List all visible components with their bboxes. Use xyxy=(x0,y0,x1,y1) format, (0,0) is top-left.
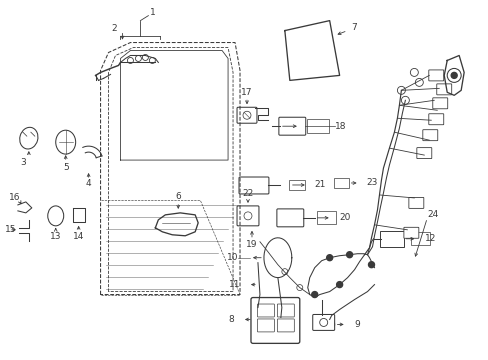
FancyBboxPatch shape xyxy=(428,114,443,125)
FancyBboxPatch shape xyxy=(410,232,429,245)
Text: 17: 17 xyxy=(241,88,252,97)
Text: 10: 10 xyxy=(226,253,238,262)
Text: 13: 13 xyxy=(50,232,61,241)
FancyBboxPatch shape xyxy=(250,298,299,343)
Text: 7: 7 xyxy=(351,23,357,32)
Text: 15: 15 xyxy=(5,225,17,234)
FancyBboxPatch shape xyxy=(277,304,294,317)
Text: 20: 20 xyxy=(339,213,350,222)
FancyBboxPatch shape xyxy=(278,117,305,135)
FancyBboxPatch shape xyxy=(422,130,437,141)
Circle shape xyxy=(326,255,332,261)
Circle shape xyxy=(311,292,317,298)
FancyBboxPatch shape xyxy=(428,70,443,81)
Circle shape xyxy=(336,282,342,288)
Circle shape xyxy=(368,262,374,268)
Text: 12: 12 xyxy=(425,234,436,243)
Text: 6: 6 xyxy=(175,193,181,202)
Text: 3: 3 xyxy=(20,158,26,167)
FancyBboxPatch shape xyxy=(436,84,451,95)
Text: 23: 23 xyxy=(366,179,377,188)
FancyBboxPatch shape xyxy=(333,177,348,189)
FancyBboxPatch shape xyxy=(257,304,274,317)
FancyBboxPatch shape xyxy=(432,98,447,109)
FancyBboxPatch shape xyxy=(277,319,294,332)
FancyBboxPatch shape xyxy=(306,119,328,133)
Circle shape xyxy=(450,72,456,78)
Text: 8: 8 xyxy=(228,315,234,324)
FancyBboxPatch shape xyxy=(408,197,423,208)
FancyBboxPatch shape xyxy=(312,315,334,330)
FancyBboxPatch shape xyxy=(403,227,418,238)
Text: 11: 11 xyxy=(228,280,240,289)
FancyBboxPatch shape xyxy=(276,209,303,227)
Text: 19: 19 xyxy=(246,240,257,249)
FancyBboxPatch shape xyxy=(416,148,431,159)
FancyBboxPatch shape xyxy=(380,231,404,247)
Text: 22: 22 xyxy=(242,189,253,198)
Text: 9: 9 xyxy=(354,320,360,329)
FancyBboxPatch shape xyxy=(237,206,259,226)
Text: 24: 24 xyxy=(427,210,438,219)
Text: 16: 16 xyxy=(9,193,20,202)
FancyBboxPatch shape xyxy=(237,107,256,123)
Text: 2: 2 xyxy=(111,24,117,33)
FancyBboxPatch shape xyxy=(289,180,305,190)
Text: 18: 18 xyxy=(334,122,346,131)
FancyBboxPatch shape xyxy=(317,211,335,224)
Text: 1: 1 xyxy=(149,8,155,17)
Text: 5: 5 xyxy=(62,163,68,172)
FancyBboxPatch shape xyxy=(257,319,274,332)
Circle shape xyxy=(346,252,352,258)
Text: 14: 14 xyxy=(73,232,84,241)
Text: 21: 21 xyxy=(314,180,325,189)
FancyBboxPatch shape xyxy=(239,177,268,194)
Text: 4: 4 xyxy=(85,180,91,189)
